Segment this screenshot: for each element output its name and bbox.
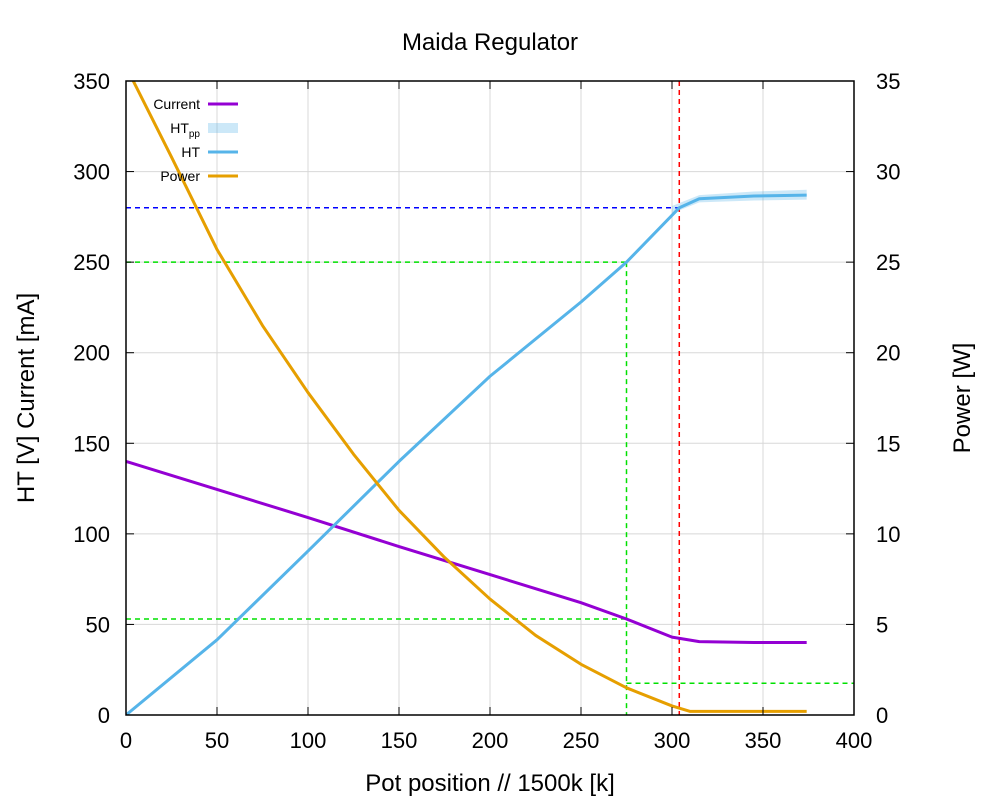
y-tick-label: 200 bbox=[73, 341, 110, 366]
legend-swatch bbox=[208, 123, 238, 133]
y-axis-label: HT [V] Current [mA] bbox=[13, 293, 40, 503]
y-tick-label: 50 bbox=[86, 612, 110, 637]
x-tick-label: 0 bbox=[120, 728, 132, 753]
y2-tick-label: 30 bbox=[876, 160, 900, 185]
y2-tick-label: 10 bbox=[876, 522, 900, 547]
x-axis-label: Pot position // 1500k [k] bbox=[365, 770, 614, 797]
y-tick-label: 350 bbox=[73, 69, 110, 94]
x-tick-label: 350 bbox=[745, 728, 782, 753]
x-tick-label: 250 bbox=[563, 728, 600, 753]
x-tick-label: 400 bbox=[836, 728, 873, 753]
y2-tick-label: 25 bbox=[876, 250, 900, 275]
series-layer bbox=[126, 81, 807, 715]
legend-label: Current bbox=[153, 96, 200, 112]
y2-tick-label: 20 bbox=[876, 341, 900, 366]
legend-label: Power bbox=[160, 168, 200, 184]
series-line-power bbox=[131, 81, 807, 713]
tick-layer: 0 50 100 150 200 250 300 350 4000501001502002503… bbox=[73, 69, 900, 753]
legend-label: HTpp bbox=[170, 120, 200, 140]
x-tick-label: 150 bbox=[381, 728, 418, 753]
x-tick-label: 200 bbox=[472, 728, 509, 753]
series-line-current bbox=[126, 459, 807, 645]
series-line-ht bbox=[126, 193, 807, 715]
y-tick-label: 0 bbox=[98, 703, 110, 728]
reference-lines bbox=[126, 81, 854, 715]
legend: Current HTpp HT Power bbox=[153, 96, 238, 184]
y2-tick-label: 15 bbox=[876, 431, 900, 456]
chart-title: Maida Regulator bbox=[402, 29, 578, 56]
y-tick-label: 100 bbox=[73, 522, 110, 547]
y-tick-label: 250 bbox=[73, 250, 110, 275]
y2-tick-label: 35 bbox=[876, 69, 900, 94]
x-tick-label: 50 bbox=[205, 728, 229, 753]
y-tick-label: 150 bbox=[73, 431, 110, 456]
y2-axis-label: Power [W] bbox=[949, 343, 976, 454]
x-tick-label: 300 bbox=[654, 728, 691, 753]
x-tick-label: 100 bbox=[290, 728, 327, 753]
y2-tick-label: 5 bbox=[876, 612, 888, 637]
y2-tick-label: 0 bbox=[876, 703, 888, 728]
legend-label: HT bbox=[181, 144, 200, 160]
y-tick-label: 300 bbox=[73, 160, 110, 185]
